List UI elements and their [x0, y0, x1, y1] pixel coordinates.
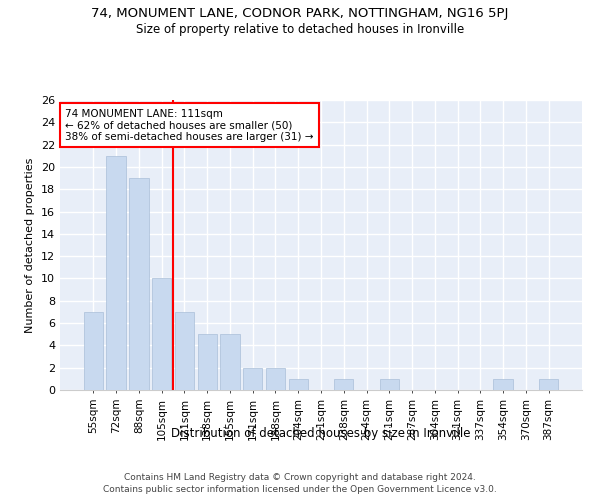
- Bar: [197, 334, 217, 390]
- Y-axis label: Number of detached properties: Number of detached properties: [25, 158, 35, 332]
- Bar: [334, 379, 353, 390]
- Bar: [243, 368, 262, 390]
- Text: Contains HM Land Registry data © Crown copyright and database right 2024.: Contains HM Land Registry data © Crown c…: [124, 472, 476, 482]
- Bar: [175, 312, 194, 390]
- Bar: [539, 379, 558, 390]
- Text: Contains public sector information licensed under the Open Government Licence v3: Contains public sector information licen…: [103, 485, 497, 494]
- Text: 74, MONUMENT LANE, CODNOR PARK, NOTTINGHAM, NG16 5PJ: 74, MONUMENT LANE, CODNOR PARK, NOTTINGH…: [91, 8, 509, 20]
- Bar: [380, 379, 399, 390]
- Bar: [152, 278, 172, 390]
- Bar: [129, 178, 149, 390]
- Bar: [493, 379, 513, 390]
- Bar: [289, 379, 308, 390]
- Text: Distribution of detached houses by size in Ironville: Distribution of detached houses by size …: [171, 428, 471, 440]
- Bar: [106, 156, 126, 390]
- Bar: [266, 368, 285, 390]
- Bar: [220, 334, 239, 390]
- Text: 74 MONUMENT LANE: 111sqm
← 62% of detached houses are smaller (50)
38% of semi-d: 74 MONUMENT LANE: 111sqm ← 62% of detach…: [65, 108, 314, 142]
- Text: Size of property relative to detached houses in Ironville: Size of property relative to detached ho…: [136, 22, 464, 36]
- Bar: [84, 312, 103, 390]
